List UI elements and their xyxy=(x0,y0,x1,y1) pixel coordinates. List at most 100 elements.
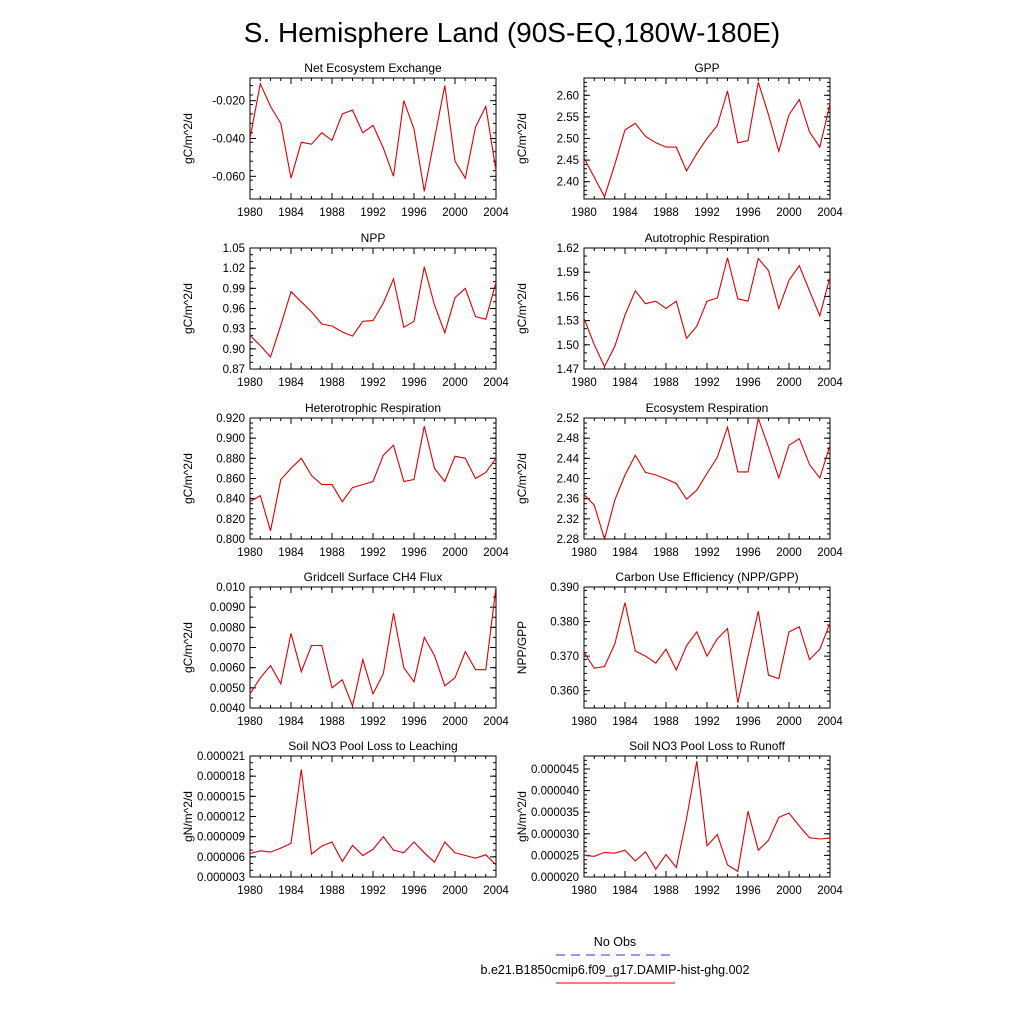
x-tick-label: 2000 xyxy=(776,377,802,389)
x-tick-label: 1988 xyxy=(653,716,679,728)
panel-soil-no3-pool-loss-to-runoff: Soil NO3 Pool Loss to Runoff gN/m^2/d 1980… xyxy=(515,739,843,897)
plot-frame xyxy=(249,417,497,540)
series-line xyxy=(249,769,497,866)
y-axis-label: gN/m^2/d xyxy=(181,791,195,842)
y-tick-label: 1.53 xyxy=(557,316,579,328)
y-tick-label: 1.56 xyxy=(557,291,579,303)
y-axis-label: gC/m^2/d xyxy=(181,113,195,164)
y-tick-label: 0.0040 xyxy=(210,703,245,715)
x-tick-label: 1988 xyxy=(319,885,345,897)
x-tick-label: 1996 xyxy=(735,716,761,728)
y-tick-label: 2.44 xyxy=(557,453,580,465)
x-tick-label: 1992 xyxy=(694,377,720,389)
y-tick-label: -0.060 xyxy=(212,171,245,183)
legend-label-model: b.e21.B1850cmip6.f09_g17.DAMIP-hist-ghg.… xyxy=(481,963,750,977)
panel-net-ecosystem-exchange: Net Ecosystem Exchange gC/m^2/d 1980 1984 19… xyxy=(181,61,509,219)
x-tick-label: 1996 xyxy=(401,885,427,897)
x-tick-label: 1980 xyxy=(571,547,597,559)
y-tick-label: 1.50 xyxy=(557,340,579,352)
x-tick-label: 1984 xyxy=(612,377,638,389)
y-tick-label: 2.60 xyxy=(557,90,579,102)
y-tick-label: 2.32 xyxy=(557,514,579,526)
x-tick-label: 2004 xyxy=(817,547,843,559)
y-tick-label: 0.000025 xyxy=(531,850,579,862)
x-tick-label: 1984 xyxy=(278,377,304,389)
series-line xyxy=(583,602,831,703)
x-tick-label: 1996 xyxy=(735,207,761,219)
x-tick-label: 1996 xyxy=(735,885,761,897)
y-tick-label: 0.87 xyxy=(223,364,245,376)
x-tick-label: 1988 xyxy=(653,885,679,897)
y-tick-label: -0.020 xyxy=(212,96,245,108)
panel-autotrophic-respiration: Autotrophic Respiration gC/m^2/d 1980 1984 1… xyxy=(515,231,843,389)
y-tick-label: 0.900 xyxy=(216,433,245,445)
plot-frame xyxy=(583,586,831,709)
x-tick-label: 2000 xyxy=(442,207,468,219)
y-tick-label: 0.0090 xyxy=(210,602,245,614)
y-axis-label: gN/m^2/d xyxy=(515,791,529,842)
x-tick-label: 1984 xyxy=(612,207,638,219)
plot-frame xyxy=(249,77,497,200)
y-tick-label: 0.820 xyxy=(216,514,245,526)
panel-title: Carbon Use Efficiency (NPP/GPP) xyxy=(615,570,798,584)
y-tick-label: 2.48 xyxy=(557,433,579,445)
x-tick-label: 1992 xyxy=(360,547,386,559)
y-tick-label: 0.390 xyxy=(550,582,579,594)
y-tick-label: 0.000035 xyxy=(531,807,579,819)
y-axis-label: NPP/GPP xyxy=(515,621,529,674)
x-tick-label: 1992 xyxy=(694,207,720,219)
y-tick-label: 0.000009 xyxy=(197,832,245,844)
x-tick-label: 2000 xyxy=(776,207,802,219)
y-tick-label: 0.800 xyxy=(216,534,245,546)
y-tick-label: 0.010 xyxy=(216,582,245,594)
x-tick-label: 2000 xyxy=(442,377,468,389)
plot-frame xyxy=(249,755,497,878)
y-tick-label: 2.40 xyxy=(557,177,579,189)
y-tick-label: 0.860 xyxy=(216,474,245,486)
panel-title: Soil NO3 Pool Loss to Leaching xyxy=(288,739,457,753)
y-axis-label: gC/m^2/d xyxy=(515,453,529,504)
x-tick-label: 1992 xyxy=(694,885,720,897)
x-tick-label: 1984 xyxy=(612,885,638,897)
y-tick-label: 1.05 xyxy=(223,243,245,255)
x-tick-label: 2000 xyxy=(776,885,802,897)
series-line xyxy=(249,425,497,532)
x-tick-label: 1988 xyxy=(653,547,679,559)
x-tick-label: 1984 xyxy=(278,716,304,728)
y-tick-label: 0.000045 xyxy=(531,764,579,776)
y-tick-label: 0.0080 xyxy=(210,622,245,634)
y-tick-label: 2.52 xyxy=(557,413,579,425)
series-line xyxy=(583,416,831,542)
x-tick-label: 1988 xyxy=(319,377,345,389)
panel-heterotrophic-respiration: Heterotrophic Respiration gC/m^2/d 1980 198… xyxy=(181,401,509,559)
y-axis-label: gC/m^2/d xyxy=(181,283,195,334)
panel-gpp: GPP gC/m^2/d 1980 1984 1988 1992 1996 2000 2004 2… xyxy=(515,61,843,219)
plot-frame xyxy=(583,417,831,540)
y-tick-label: 2.50 xyxy=(557,134,579,146)
panel-ecosystem-respiration: Ecosystem Respiration gC/m^2/d 1980 1984 198… xyxy=(515,401,843,559)
x-tick-label: 1988 xyxy=(653,377,679,389)
x-tick-label: 1980 xyxy=(237,377,263,389)
x-tick-label: 2004 xyxy=(817,207,843,219)
y-tick-label: 0.000040 xyxy=(531,786,579,798)
panel-title: Heterotrophic Respiration xyxy=(305,401,441,415)
y-tick-label: 0.90 xyxy=(223,344,245,356)
series-line xyxy=(583,82,831,199)
y-axis-label: gC/m^2/d xyxy=(181,453,195,504)
x-tick-label: 2000 xyxy=(776,716,802,728)
panel-title: Ecosystem Respiration xyxy=(646,401,769,415)
x-tick-label: 1996 xyxy=(401,547,427,559)
y-tick-label: 0.000003 xyxy=(197,872,245,884)
x-tick-label: 1984 xyxy=(278,885,304,897)
y-tick-label: 2.45 xyxy=(557,155,579,167)
x-tick-label: 2004 xyxy=(483,716,509,728)
x-tick-label: 1988 xyxy=(319,716,345,728)
panel-title: Gridcell Surface CH4 Flux xyxy=(304,570,443,584)
y-tick-label: 0.360 xyxy=(550,686,579,698)
x-tick-label: 1980 xyxy=(237,716,263,728)
x-tick-label: 1992 xyxy=(360,377,386,389)
plot-frame xyxy=(249,247,497,370)
x-tick-label: 1992 xyxy=(360,716,386,728)
y-tick-label: 0.96 xyxy=(223,304,245,316)
x-tick-label: 1980 xyxy=(571,207,597,219)
